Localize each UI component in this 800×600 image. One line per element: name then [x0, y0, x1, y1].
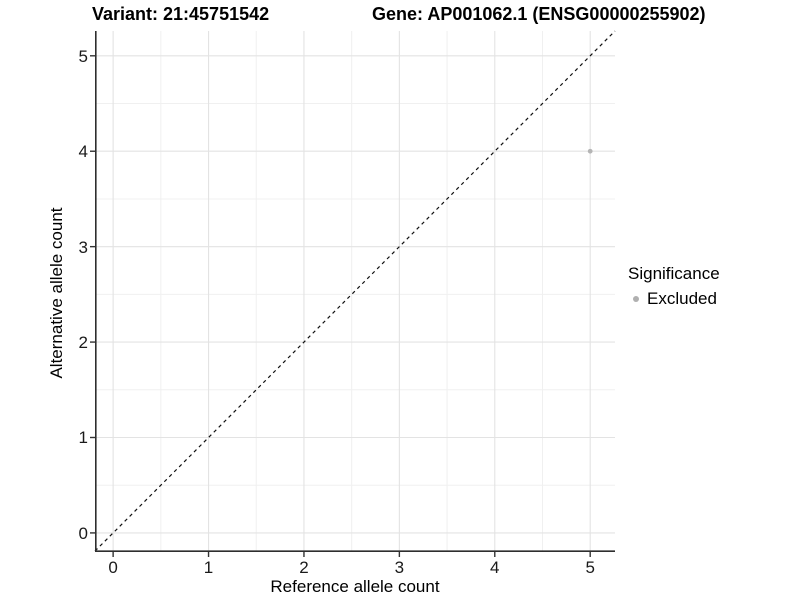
y-tick-label: 1	[78, 428, 88, 448]
legend-item-excluded: Excluded	[628, 289, 720, 309]
plot-panel	[90, 30, 616, 557]
x-tick-label: 1	[203, 558, 214, 577]
y-tick-label: 2	[78, 333, 88, 353]
plot-title-gene: Gene: AP001062.1 (ENSG00000255902)	[372, 4, 706, 24]
x-tick-label: 4	[490, 558, 500, 577]
y-tick-label: 5	[78, 46, 88, 66]
legend-point-icon	[633, 296, 639, 302]
legend-title: Significance	[628, 264, 720, 283]
x-tick-label: 0	[108, 558, 118, 577]
x-tick-label: 3	[394, 558, 405, 577]
legend: Significance Excluded	[628, 264, 720, 309]
identity-line	[94, 30, 616, 552]
y-tick-label: 4	[78, 142, 88, 162]
data-point	[587, 148, 593, 154]
plot-canvas	[90, 30, 616, 557]
x-tick-label: 5	[585, 558, 595, 577]
plot-title-variant: Variant: 21:45751542	[92, 4, 270, 24]
legend-item-label: Excluded	[647, 289, 717, 308]
x-tick-label: 2	[299, 558, 309, 577]
y-axis-label: Alternative allele count	[47, 207, 66, 379]
x-axis-label: Reference allele count	[270, 577, 440, 596]
y-tick-label: 3	[78, 237, 88, 257]
y-tick-label: 0	[78, 523, 88, 543]
